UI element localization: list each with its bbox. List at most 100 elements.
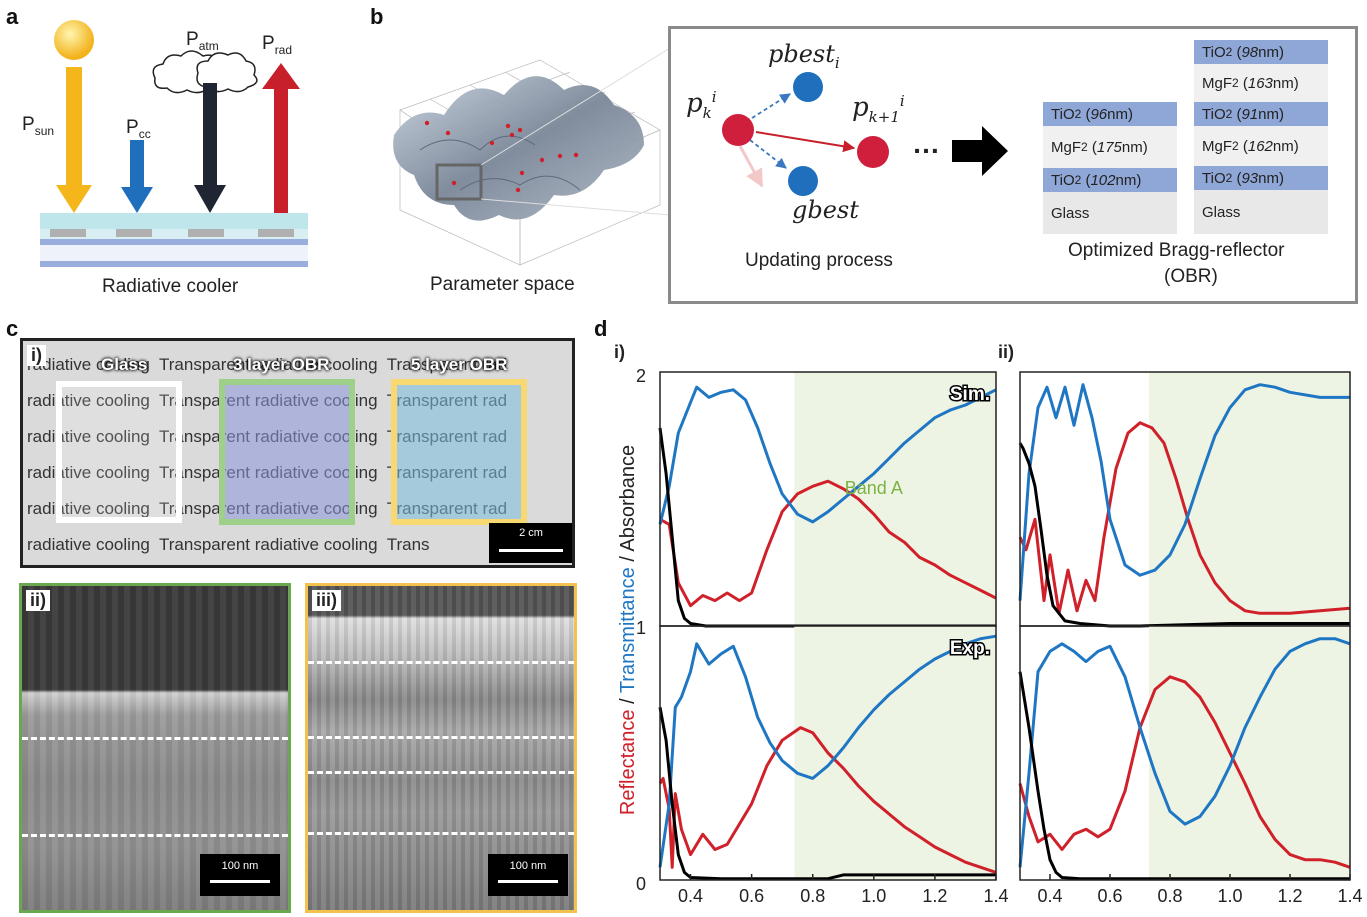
stack2-layer-5: TiO 2 (93 nm) <box>1194 166 1328 190</box>
interface-line-4 <box>308 736 574 739</box>
updating-process-diagram <box>722 72 1008 196</box>
subplot-2: 0.4 0.6 0.8 1.0 1.2 1.4 Exp. <box>658 625 1009 906</box>
plot-frame <box>1019 625 1351 881</box>
surface-mesh <box>393 76 644 221</box>
x-tick-label: 0.4 <box>678 886 703 906</box>
series-reflectance <box>659 479 997 608</box>
x-tick-label: 0.6 <box>1097 886 1122 906</box>
y-tick-2: 2 <box>636 366 646 386</box>
subplot-tag: Exp. <box>950 638 990 659</box>
updating-process-box <box>668 26 1358 304</box>
interface-line-5 <box>308 771 574 774</box>
x-tick-label: 0.4 <box>1037 886 1062 906</box>
panel-c-letter: c <box>6 316 19 341</box>
panel-d-letter: d <box>594 316 608 341</box>
sem-3layer: ii) 100 nm <box>19 583 291 913</box>
y-label-reflectance: Reflectance <box>617 709 639 815</box>
series-transmittance <box>1018 637 1351 868</box>
glass-sample <box>56 381 182 523</box>
stack1-layer-3: TiO 2 (102 nm) <box>1043 168 1177 192</box>
photo-sublabel-i: i) <box>27 345 46 366</box>
series-absorbance <box>1018 671 1350 881</box>
band-a-region <box>794 626 996 880</box>
p-atm-arrow-shaft <box>203 83 217 187</box>
pk-label: pki <box>686 88 717 122</box>
radiative-cooler-caption: Radiative cooler <box>102 276 239 297</box>
x-tick-label: 0.8 <box>1157 886 1182 906</box>
series-transmittance <box>1018 383 1350 601</box>
pk1-label: pk+1i <box>852 92 905 126</box>
x-tick-label: 0.6 <box>739 886 764 906</box>
parameter-space-caption: Parameter space <box>430 274 575 295</box>
spectra-chart: i) ii) Reflectance / Transmittance / Abs… <box>614 342 1363 906</box>
y-label-absorbance: / Absorbance <box>617 445 639 567</box>
ellipsis-label: … <box>912 128 940 159</box>
obr-caption-1: Optimized Bragg-reflector <box>1068 240 1285 261</box>
photo-row-6: radiative cooling Transparent radiative … <box>27 535 430 554</box>
x-tick-label: 0.8 <box>800 886 825 906</box>
panel-a-figure <box>40 20 308 267</box>
gbest-label: gbest <box>792 196 859 224</box>
updating-process-caption: Updating process <box>745 250 893 271</box>
stack1-layer-2: MgF 2 (175 nm) <box>1043 126 1177 168</box>
5layer-obr-sample <box>391 379 527 525</box>
band-a-region <box>1149 626 1350 880</box>
x-tick-label: 1.2 <box>922 886 947 906</box>
sem-ii-scale-bar: 100 nm <box>200 854 280 896</box>
x-tick-label: 1.0 <box>1217 886 1242 906</box>
p-rad-arrow-head <box>262 63 300 89</box>
right-arrow-icon <box>952 126 1008 176</box>
cooler-top-layer <box>40 213 308 231</box>
obr-stack-3layer: TiO 2 (96 nm) MgF 2 (175 nm) TiO 2 (102 nm)… <box>1043 102 1177 234</box>
stack2-glass: Glass <box>1194 190 1328 234</box>
sem-iii-sublabel: iii) <box>312 590 341 611</box>
stack2-layer-1: TiO 2 (98 nm) <box>1194 40 1328 64</box>
p-sun-arrow-head <box>56 185 92 213</box>
y-label-transmittance: Transmittance <box>617 567 639 693</box>
p-atm-label: Patm <box>186 29 219 53</box>
sem-iii-scale-bar: 100 nm <box>488 854 568 896</box>
stack2-layer-4: MgF 2 (162 nm) <box>1194 126 1328 166</box>
glass-label: Glass <box>101 355 148 374</box>
p-atm-arrow-head <box>194 185 226 213</box>
particle-gbest <box>788 166 818 196</box>
interface-line-2 <box>22 834 288 837</box>
band-a-label: Band A <box>845 478 903 498</box>
p-sun-arrow-shaft <box>66 67 82 187</box>
obr-caption-2: (OBR) <box>1164 266 1218 287</box>
chart-sublabel-i: i) <box>614 342 625 362</box>
plot-frame <box>659 625 997 881</box>
subplot-1: Sim. Band A <box>658 371 997 628</box>
p-cc-arrow-shaft <box>130 140 144 190</box>
p-rad-label: Prad <box>262 33 293 57</box>
series-transmittance <box>658 634 997 868</box>
selection-box <box>435 163 483 201</box>
y-axis-label: Reflectance / Transmittance / Absorbance <box>617 445 639 815</box>
particle-pbest <box>793 72 823 102</box>
subplot-4: 0.4 0.6 0.8 1.0 1.2 1.4 <box>1018 625 1363 906</box>
x-tick-label: 1.2 <box>1277 886 1302 906</box>
panel-b-letter: b <box>370 4 384 29</box>
series-absorbance <box>1018 442 1350 628</box>
chart-sublabel-ii: ii) <box>998 342 1014 362</box>
3layer-label: 3 layer OBR <box>233 355 330 374</box>
series-reflectance <box>1018 675 1351 869</box>
panel-a-letter: a <box>6 4 19 29</box>
stack2-layer-3: TiO 2 (91 nm) <box>1194 102 1328 126</box>
photo-panel: radiative cooling Transparent radiative … <box>20 338 575 568</box>
cloud-icon <box>152 50 258 94</box>
x-tick-label: 1.4 <box>983 886 1008 906</box>
sun-icon <box>54 20 94 60</box>
p-cc-arrow-head <box>121 187 153 213</box>
series-reflectance <box>658 726 997 874</box>
x-tick-label: 1.0 <box>861 886 886 906</box>
pbest-label: pbesti <box>768 40 840 72</box>
sem-ii-sublabel: ii) <box>26 590 50 611</box>
p-sun-label: Psun <box>22 114 55 138</box>
y-label-sep: / <box>617 693 639 709</box>
band-a-region <box>1149 372 1350 626</box>
interface-line-6 <box>308 832 574 835</box>
interface-line-1 <box>22 737 288 740</box>
photo-row-1: radiative cooling Transparent radiative … <box>27 355 508 374</box>
band-a-region <box>794 372 996 626</box>
